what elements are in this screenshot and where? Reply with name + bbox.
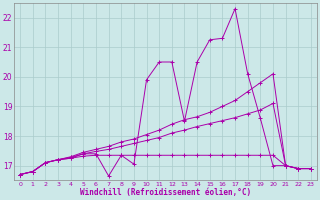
X-axis label: Windchill (Refroidissement éolien,°C): Windchill (Refroidissement éolien,°C): [80, 188, 251, 197]
